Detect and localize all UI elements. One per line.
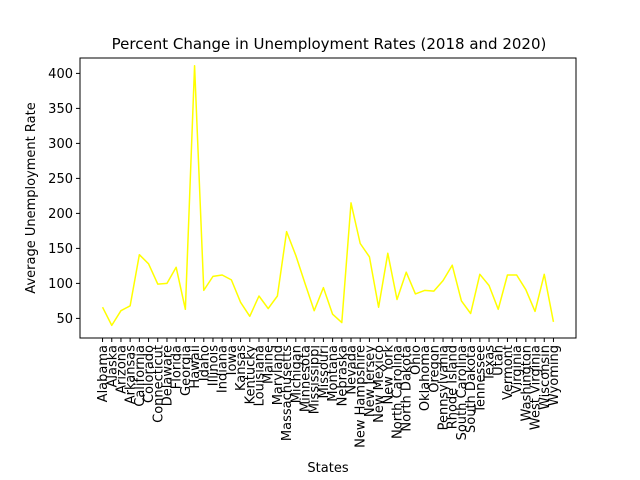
y-axis-label: Average Unemployment Rate bbox=[24, 102, 39, 293]
y-tick-label: 100 bbox=[48, 277, 73, 292]
x-tick-label: Arizona bbox=[114, 345, 129, 394]
x-tick-label: Louisiana bbox=[252, 345, 267, 406]
x-tick-label: Indiana bbox=[216, 345, 231, 393]
series-line bbox=[101, 64, 555, 327]
x-tick-label: Connecticut bbox=[151, 345, 166, 423]
x-tick-label: Wyoming bbox=[547, 345, 562, 406]
x-tick-label: Washington bbox=[519, 345, 534, 421]
x-tick-label: Wisconsin bbox=[538, 345, 553, 410]
x-tick-label: Idaho bbox=[197, 345, 212, 381]
x-tick-label: Montana bbox=[326, 345, 341, 402]
x-tick-label: Mississippi bbox=[308, 345, 323, 414]
y-tick-label: 350 bbox=[48, 102, 73, 117]
x-tick-label: Illinois bbox=[206, 345, 221, 386]
y-axis: 50 100 150 200 250 300 350 400 bbox=[48, 67, 80, 327]
y-tick-label: 150 bbox=[48, 242, 73, 257]
x-tick-label: Arkansas bbox=[124, 345, 139, 404]
x-tick-label: Massachusetts bbox=[280, 345, 295, 441]
x-tick-label: Kentucky bbox=[243, 345, 258, 405]
x-tick-label: Kansas bbox=[234, 345, 249, 391]
x-tick-label: Iowa bbox=[225, 345, 240, 375]
x-tick-label: Nevada bbox=[345, 345, 360, 395]
plot-area bbox=[101, 64, 555, 327]
x-tick-label: Minnesota bbox=[298, 345, 313, 412]
x-tick-label: Missouri bbox=[317, 345, 332, 399]
x-tick-label: Ohio bbox=[409, 345, 424, 375]
y-tick-label: 250 bbox=[48, 172, 73, 187]
x-axis: AlabamaAlaskaArizonaArkansasCaliforniaCo… bbox=[96, 338, 562, 448]
x-tick-label: Maine bbox=[262, 345, 277, 384]
x-tick-label: Texas bbox=[483, 345, 498, 382]
x-tick-label: Utah bbox=[492, 345, 507, 376]
x-tick-label: South Dakota bbox=[464, 345, 479, 433]
x-tick-label: Maryland bbox=[271, 345, 286, 405]
x-tick-label: Alabama bbox=[96, 345, 111, 402]
x-tick-label: South Carolina bbox=[455, 345, 470, 440]
x-tick-label: Oklahoma bbox=[418, 345, 433, 411]
x-tick-label: North Dakota bbox=[400, 345, 415, 432]
x-tick-label: Delaware bbox=[160, 345, 175, 406]
x-tick-label: North Carolina bbox=[391, 345, 406, 439]
y-tick-label: 300 bbox=[48, 137, 73, 152]
x-tick-label: New Jersey bbox=[363, 345, 378, 417]
y-tick-label: 400 bbox=[48, 67, 73, 82]
x-tick-label: West Virginia bbox=[529, 345, 544, 430]
x-tick-label: California bbox=[133, 345, 148, 407]
x-tick-label: Michigan bbox=[289, 345, 304, 403]
x-tick-label: Rhode Island bbox=[446, 345, 461, 429]
x-tick-label: Virginia bbox=[510, 345, 525, 394]
x-tick-label: Vermont bbox=[501, 345, 516, 400]
y-tick-label: 50 bbox=[56, 312, 73, 327]
x-tick-label: Nebraska bbox=[335, 345, 350, 406]
x-axis-label: States bbox=[307, 461, 348, 476]
x-tick-label: New Mexico bbox=[372, 345, 387, 423]
x-tick-label: New York bbox=[381, 345, 396, 405]
y-tick-label: 200 bbox=[48, 207, 73, 222]
x-tick-label: Tennessee bbox=[473, 345, 488, 414]
x-tick-label: Pennsylvania bbox=[437, 345, 452, 430]
x-tick-label: Colorado bbox=[142, 345, 157, 403]
x-tick-label: Georgia bbox=[179, 345, 194, 396]
x-tick-label: Oregon bbox=[427, 345, 442, 393]
x-tick-label: Hawaii bbox=[188, 345, 203, 389]
x-tick-label: Florida bbox=[170, 345, 185, 389]
axes-frame bbox=[79, 57, 577, 339]
x-tick-label: Alaska bbox=[105, 345, 120, 388]
x-tick-label: New Hampshire bbox=[354, 345, 369, 448]
chart-title: Percent Change in Unemployment Rates (20… bbox=[112, 35, 547, 53]
